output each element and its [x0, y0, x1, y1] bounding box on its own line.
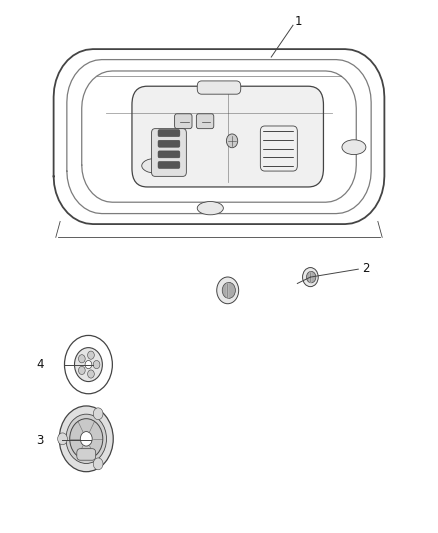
Circle shape	[74, 348, 102, 382]
Circle shape	[222, 282, 235, 298]
FancyBboxPatch shape	[77, 449, 95, 460]
Circle shape	[58, 433, 67, 445]
Circle shape	[88, 351, 94, 359]
Text: 2: 2	[363, 262, 370, 275]
FancyBboxPatch shape	[158, 130, 180, 136]
Circle shape	[66, 414, 106, 464]
FancyBboxPatch shape	[158, 140, 180, 147]
Text: 1: 1	[295, 15, 303, 28]
Circle shape	[307, 271, 316, 283]
FancyBboxPatch shape	[175, 114, 192, 128]
Circle shape	[64, 335, 113, 394]
Circle shape	[93, 360, 100, 369]
FancyBboxPatch shape	[152, 128, 186, 176]
FancyBboxPatch shape	[196, 114, 214, 128]
Circle shape	[80, 432, 92, 446]
Text: 3: 3	[36, 434, 44, 447]
FancyBboxPatch shape	[158, 161, 180, 168]
Circle shape	[93, 458, 103, 470]
Circle shape	[70, 419, 103, 459]
Ellipse shape	[142, 158, 170, 173]
FancyBboxPatch shape	[197, 81, 241, 94]
Ellipse shape	[342, 140, 366, 155]
FancyBboxPatch shape	[158, 151, 180, 158]
Circle shape	[88, 370, 94, 378]
Circle shape	[217, 277, 239, 304]
Circle shape	[303, 268, 318, 287]
Circle shape	[78, 354, 85, 363]
Circle shape	[78, 366, 85, 375]
Ellipse shape	[197, 201, 223, 215]
Circle shape	[226, 134, 238, 148]
Circle shape	[93, 408, 103, 419]
Text: 4: 4	[36, 358, 44, 372]
FancyBboxPatch shape	[132, 86, 323, 187]
Circle shape	[59, 406, 113, 472]
Circle shape	[85, 360, 92, 369]
